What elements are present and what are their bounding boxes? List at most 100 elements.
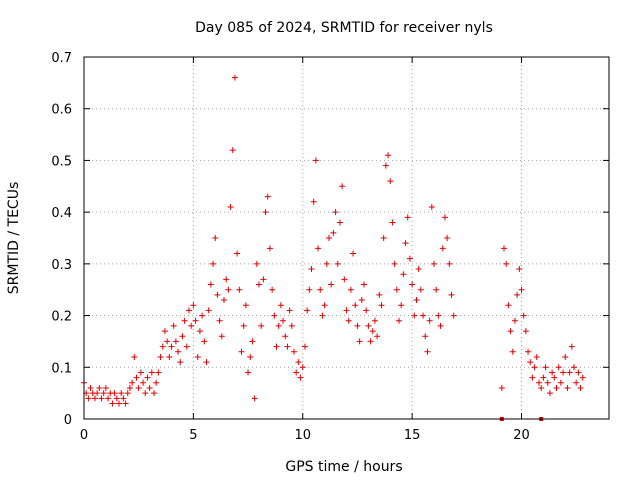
data-point [85,395,92,402]
data-point [102,384,109,391]
data-point [120,395,127,402]
data-point [326,235,332,241]
data-point [411,312,418,319]
axis-ticks: 0 5 10 15 20 0 0.1 0.2 0.3 0.4 0.5 0.6 0.7 [51,51,609,443]
data-point [577,384,584,391]
data-point [251,395,258,402]
data-points [81,74,586,421]
data-point [116,400,122,407]
data-point [118,390,125,397]
data-point [297,374,304,381]
data-point [343,307,350,314]
data-point [247,353,254,360]
data-point [168,343,175,350]
y-tick-label: 0.3 [51,258,72,273]
data-point [555,364,562,371]
data-point [371,317,378,324]
data-point [183,343,190,350]
y-tick-label: 0.2 [51,310,72,325]
data-point [575,369,582,376]
data-point [186,307,192,314]
data-point [225,286,232,293]
data-point [277,302,284,309]
data-point [365,322,372,329]
data-point [140,379,147,386]
data-point [293,369,300,376]
data-point [87,384,94,391]
data-point [111,390,118,397]
data-point [227,203,234,210]
data-point [413,297,420,304]
data-point [350,250,357,257]
data-point [207,281,214,288]
data-point [501,245,507,252]
data-point [155,369,162,376]
data-point [328,281,335,288]
data-point [518,286,525,293]
data-point [356,338,363,345]
data-point [291,348,297,355]
data-point [439,245,446,252]
data-point [363,307,370,314]
data-point [151,390,157,397]
data-point [266,245,273,252]
data-point [245,369,252,376]
data-point [242,302,249,309]
data-point [113,395,120,402]
data-point [126,384,133,391]
data-point [396,317,402,324]
data-point [503,260,510,267]
data-point [124,390,131,397]
data-point [214,291,221,298]
data-point [256,281,262,288]
data-point [159,343,166,350]
data-point [367,338,374,345]
data-point [170,322,177,329]
data-point [231,74,238,81]
data-point [212,235,219,241]
data-point [437,322,444,329]
data-point [520,312,527,319]
plot-frame [83,56,610,420]
data-point [308,266,315,273]
data-point [157,353,164,360]
data-point [301,343,308,350]
data-point [306,286,313,293]
data-point [262,209,269,216]
data-point [304,307,311,314]
y-tick-label: 0.7 [51,51,72,66]
data-point [498,384,505,391]
data-point [137,369,144,376]
data-point [546,390,553,397]
data-point [96,384,103,391]
grid-lines [84,57,609,419]
data-point [428,203,435,210]
data-point [562,353,569,360]
data-point [194,353,201,360]
data-point [553,384,560,391]
data-point [229,147,236,154]
data-point [507,328,514,335]
data-point [536,379,542,386]
data-point [269,286,276,293]
data-point [529,374,536,381]
data-point [144,374,151,381]
x-tick-label: 10 [294,428,311,443]
data-point [203,359,210,366]
data-point [210,260,217,267]
data-point [354,322,361,329]
data-point [352,302,359,309]
data-point [538,384,545,391]
data-point [131,353,138,360]
data-point [295,359,302,366]
data-point [341,276,348,283]
data-point [374,333,381,340]
data-point [345,317,352,324]
data-point [511,317,518,324]
data-point [135,384,142,391]
data-point [347,286,354,293]
data-point [566,369,573,376]
data-point [282,333,289,340]
data-point [450,312,457,319]
